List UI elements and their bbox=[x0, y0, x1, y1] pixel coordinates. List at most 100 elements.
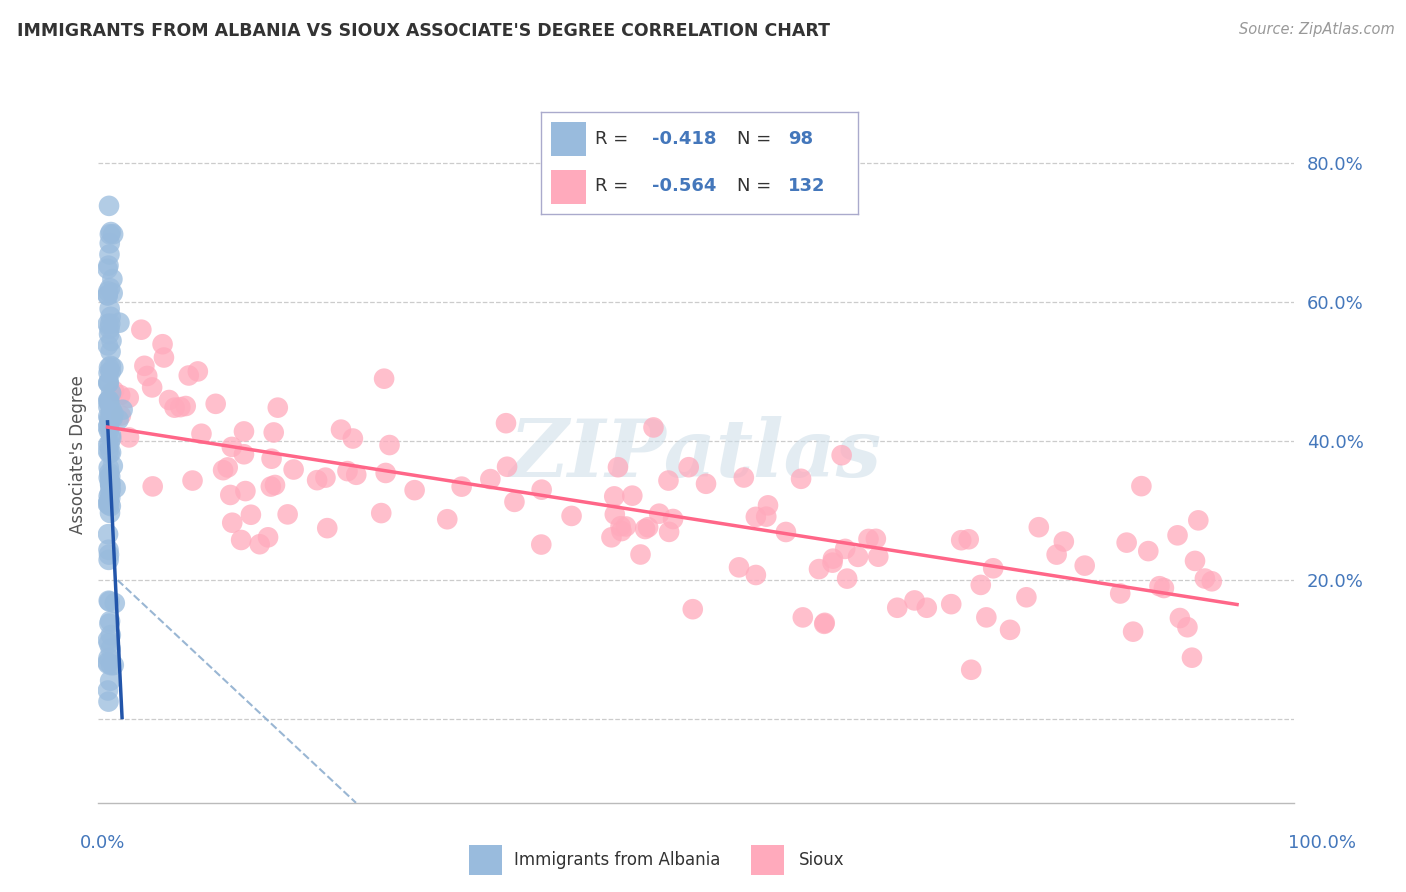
Point bbox=[678, 460, 700, 475]
Point bbox=[97, 288, 120, 302]
Point bbox=[97, 470, 120, 484]
Point bbox=[98, 236, 121, 251]
Point bbox=[941, 597, 963, 611]
Point bbox=[316, 521, 339, 535]
Point bbox=[101, 286, 124, 301]
Point bbox=[97, 400, 120, 414]
Point bbox=[263, 425, 285, 440]
Point bbox=[336, 464, 359, 478]
Point bbox=[100, 334, 122, 348]
Point bbox=[98, 227, 121, 242]
Point bbox=[314, 470, 336, 484]
Point bbox=[97, 633, 120, 648]
Point bbox=[755, 509, 778, 524]
Point bbox=[267, 401, 290, 415]
Point bbox=[790, 472, 813, 486]
Point bbox=[607, 460, 630, 475]
Point bbox=[98, 548, 121, 562]
Point bbox=[101, 272, 124, 286]
Point bbox=[157, 392, 180, 407]
Point bbox=[100, 428, 122, 442]
Point bbox=[98, 673, 121, 688]
Text: N =: N = bbox=[738, 130, 778, 148]
Point bbox=[1073, 558, 1095, 573]
Point bbox=[103, 658, 125, 673]
Point bbox=[695, 476, 717, 491]
Point bbox=[98, 477, 121, 491]
Point bbox=[97, 317, 120, 331]
Point bbox=[235, 484, 257, 499]
Point bbox=[97, 376, 120, 390]
Point bbox=[141, 380, 163, 394]
Point bbox=[561, 508, 583, 523]
Point bbox=[98, 491, 121, 505]
Point bbox=[97, 259, 120, 273]
Point bbox=[98, 413, 121, 427]
Point bbox=[108, 316, 131, 330]
Point bbox=[103, 407, 125, 421]
Point bbox=[404, 483, 426, 498]
Point bbox=[1137, 544, 1160, 558]
Point bbox=[728, 560, 751, 574]
Point bbox=[1194, 572, 1216, 586]
Point bbox=[100, 385, 122, 400]
Text: -0.418: -0.418 bbox=[652, 130, 717, 148]
Point bbox=[97, 424, 120, 438]
Text: N =: N = bbox=[738, 178, 778, 195]
Text: 0.0%: 0.0% bbox=[80, 834, 125, 852]
Y-axis label: Associate's Degree: Associate's Degree bbox=[69, 376, 87, 534]
Point bbox=[97, 460, 120, 475]
Point bbox=[97, 651, 120, 665]
Point bbox=[97, 285, 120, 299]
Point bbox=[97, 655, 120, 669]
Point bbox=[530, 483, 553, 497]
Point bbox=[98, 616, 121, 631]
Point bbox=[104, 596, 127, 610]
Point bbox=[970, 578, 993, 592]
Point bbox=[134, 359, 156, 373]
Point bbox=[97, 393, 120, 408]
Point bbox=[97, 495, 120, 509]
Point bbox=[98, 494, 121, 508]
Point bbox=[495, 416, 517, 430]
Point bbox=[915, 600, 938, 615]
Point bbox=[643, 420, 665, 434]
Point bbox=[1046, 548, 1069, 562]
Point bbox=[97, 553, 120, 567]
Point bbox=[1168, 611, 1191, 625]
Point bbox=[807, 562, 830, 576]
Point bbox=[662, 512, 685, 526]
Point bbox=[98, 327, 121, 342]
Point bbox=[174, 399, 197, 413]
Point bbox=[97, 497, 120, 511]
Point bbox=[277, 508, 299, 522]
Point bbox=[152, 337, 174, 351]
Point bbox=[118, 391, 141, 405]
Point bbox=[756, 499, 779, 513]
Point bbox=[745, 568, 768, 582]
Text: 132: 132 bbox=[787, 178, 825, 195]
Point bbox=[104, 481, 127, 495]
Point bbox=[101, 411, 124, 425]
Point bbox=[530, 537, 553, 551]
Point bbox=[131, 323, 153, 337]
Point bbox=[169, 400, 191, 414]
Point bbox=[1153, 581, 1175, 595]
Text: ZIPatlas: ZIPatlas bbox=[510, 417, 882, 493]
Point bbox=[108, 388, 131, 402]
Point bbox=[190, 426, 212, 441]
Point bbox=[204, 397, 226, 411]
Text: -0.564: -0.564 bbox=[652, 178, 717, 195]
Point bbox=[249, 537, 271, 551]
Point bbox=[98, 469, 121, 483]
Point bbox=[97, 418, 120, 433]
Point bbox=[100, 310, 122, 324]
Point bbox=[745, 509, 768, 524]
Bar bbox=[468, 845, 502, 875]
Point bbox=[100, 225, 122, 239]
Point bbox=[100, 658, 122, 673]
Point bbox=[100, 499, 122, 513]
Point bbox=[1122, 624, 1144, 639]
Point bbox=[97, 636, 120, 650]
Point bbox=[97, 376, 120, 390]
